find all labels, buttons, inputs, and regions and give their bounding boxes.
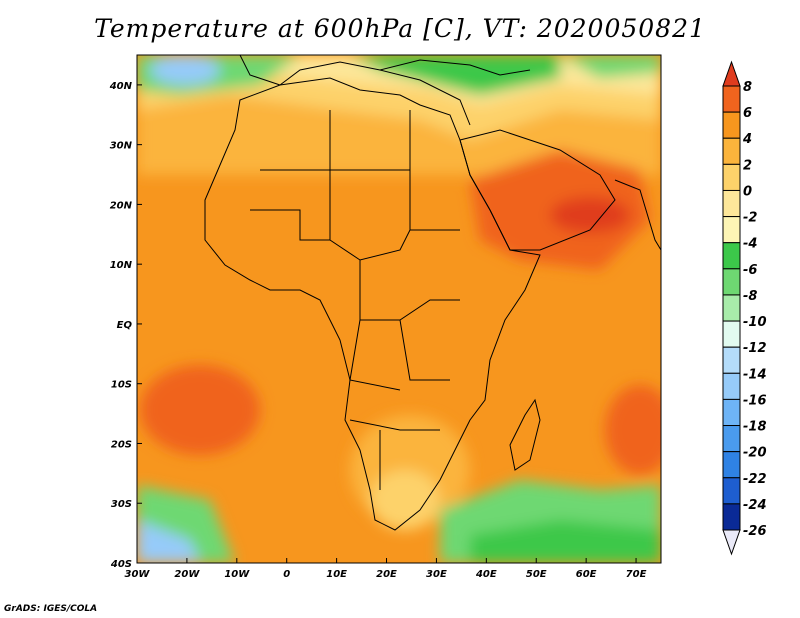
colorbar-swatch	[722, 398, 741, 427]
madagascar-outline	[509, 398, 541, 471]
lon-tick-label: 30E	[426, 569, 447, 580]
colorbar-top-triangle	[722, 60, 741, 87]
temperature-field	[137, 55, 661, 563]
colorbar-swatch	[722, 85, 741, 113]
coastlines	[204, 55, 661, 531]
lon-tick-label: 10E	[326, 569, 347, 580]
colorbar-swatch	[722, 163, 741, 191]
colorbar-label: -14	[743, 367, 767, 382]
lat-tick-label: EQ	[117, 320, 133, 331]
arabia-outline	[459, 129, 616, 251]
lon-tick-label: 20E	[376, 569, 397, 580]
country-borders	[250, 110, 460, 490]
lon-tick-label: 70E	[626, 569, 647, 580]
colorbar-label: -20	[743, 446, 767, 461]
colorbar-label: 2	[743, 158, 752, 173]
latitude-axis: 40N 30N 20N 10N EQ 10S 20S 30S 40S	[109, 81, 142, 570]
colorbar-label: 6	[743, 106, 752, 121]
colorbar-label: -6	[743, 263, 757, 278]
lon-tick-label: 0	[283, 569, 290, 580]
colorbar-swatch	[722, 425, 741, 453]
lon-tick-label: 10W	[224, 569, 250, 580]
colorbar-swatch	[722, 477, 741, 505]
colorbar-swatch	[722, 242, 741, 270]
grads-credit: GrADS: IGES/COLA	[4, 604, 98, 614]
colorbar-label: -26	[743, 524, 767, 539]
colorbar-label: -24	[743, 498, 767, 513]
map-title: Temperature at 600hPa [C], VT: 202005082…	[94, 14, 706, 43]
colorbar-swatch	[722, 216, 741, 244]
colorbar: 8 6 4 2 0 -2 -4 -6 -8 -10 -12 -14 -16 -18 -20 -22 -24 -26	[722, 60, 767, 556]
colorbar-swatch	[722, 294, 741, 322]
colorbar-swatch	[722, 320, 741, 348]
africa-coastline	[204, 77, 541, 531]
lon-tick-label: 60E	[576, 569, 597, 580]
colorbar-bottom-triangle	[722, 529, 741, 556]
lat-tick-label: 30S	[111, 499, 132, 510]
lat-tick-label: 20S	[111, 439, 132, 450]
longitude-axis: 30W 20W 10W 0 10E 20E 30E 40E 50E 60E 70E	[125, 558, 647, 580]
lat-tick-label: 10S	[111, 380, 132, 391]
colorbar-swatch	[722, 268, 741, 296]
mediterranean-coast	[279, 59, 531, 126]
lon-tick-label: 40E	[475, 569, 497, 580]
lon-tick-label: 20W	[174, 569, 200, 580]
india-coast	[614, 179, 661, 251]
colorbar-swatch	[722, 372, 741, 400]
colorbar-label: 8	[743, 80, 752, 95]
colorbar-label: -16	[743, 393, 767, 408]
colorbar-label: -22	[743, 472, 767, 487]
colorbar-label: -18	[743, 420, 767, 435]
colorbar-swatch	[722, 503, 741, 531]
colorbar-label: -12	[743, 341, 767, 356]
lat-tick-label: 40N	[109, 81, 133, 92]
lat-tick-label: 40S	[110, 559, 132, 570]
colorbar-label: -8	[743, 289, 757, 304]
lat-tick-label: 20N	[110, 200, 133, 211]
colorbar-label: 4	[742, 132, 752, 147]
iberia-coast	[239, 55, 281, 86]
colorbar-swatch	[722, 111, 741, 139]
lon-tick-label: 50E	[526, 569, 547, 580]
lat-tick-label: 10N	[110, 260, 133, 271]
colorbar-label: 0	[743, 184, 752, 199]
lat-tick-label: 30N	[110, 141, 133, 152]
colorbar-swatch	[722, 137, 741, 165]
colorbar-label: -2	[743, 211, 757, 226]
lon-tick-label: 30W	[125, 569, 151, 580]
colorbar-label: -4	[743, 237, 757, 252]
colorbar-swatch	[722, 189, 741, 218]
colorbar-swatch	[722, 451, 741, 479]
plot-frame	[136, 54, 662, 564]
colorbar-swatch	[722, 346, 741, 374]
colorbar-label: -10	[743, 315, 767, 330]
